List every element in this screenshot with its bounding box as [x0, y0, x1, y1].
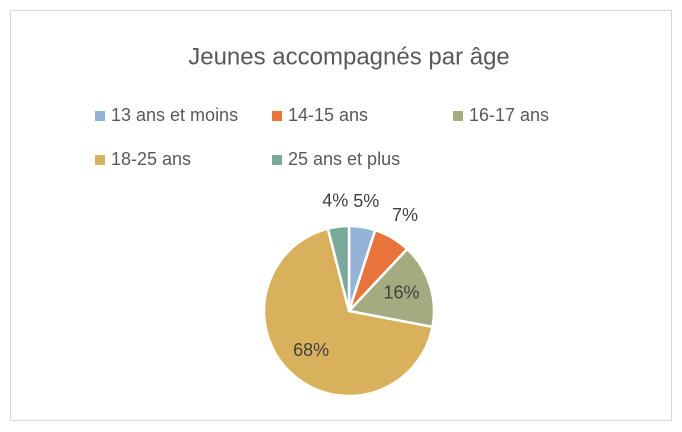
data-label: 4% — [322, 191, 348, 211]
legend-label: 16-17 ans — [469, 105, 549, 125]
pie-slice — [262, 227, 434, 398]
pie-slice — [326, 224, 351, 312]
data-label: 5% — [353, 191, 379, 211]
legend-label: 13 ans et moins — [111, 105, 238, 125]
legend-label: 14-15 ans — [288, 105, 368, 125]
data-label: 68% — [293, 340, 329, 360]
chart-title: Jeunes accompagnés par âge — [188, 43, 510, 70]
pie-slice — [346, 247, 436, 329]
legend-swatch — [272, 155, 282, 165]
legend-label: 25 ans et plus — [288, 149, 400, 169]
legend-swatch — [95, 155, 105, 165]
legend-swatch — [95, 111, 105, 121]
legend-label: 18-25 ans — [111, 149, 191, 169]
legend-swatch — [453, 111, 463, 121]
data-label: 7% — [392, 205, 418, 225]
legend-swatch — [272, 111, 282, 121]
data-label: 16% — [384, 283, 420, 303]
